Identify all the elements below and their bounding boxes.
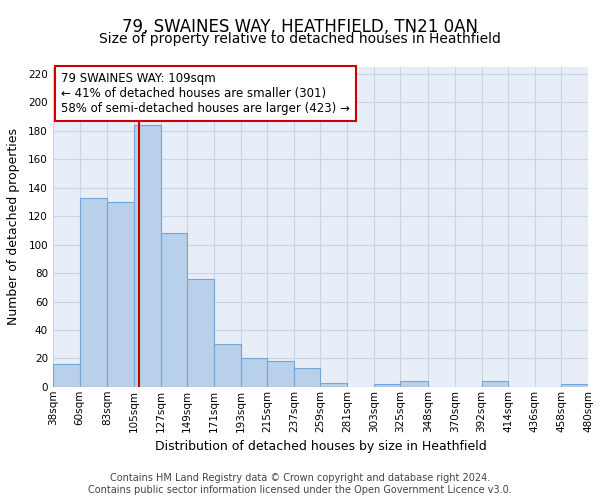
Bar xyxy=(400,381,428,387)
Bar xyxy=(294,368,320,387)
Bar xyxy=(80,198,107,387)
Bar xyxy=(241,358,267,387)
Text: Contains HM Land Registry data © Crown copyright and database right 2024.
Contai: Contains HM Land Registry data © Crown c… xyxy=(88,474,512,495)
Bar xyxy=(214,344,241,387)
X-axis label: Distribution of detached houses by size in Heathfield: Distribution of detached houses by size … xyxy=(155,440,487,453)
Y-axis label: Number of detached properties: Number of detached properties xyxy=(7,128,20,326)
Bar xyxy=(161,234,187,387)
Bar xyxy=(562,384,588,387)
Bar xyxy=(267,361,294,387)
Bar xyxy=(107,202,134,387)
Bar xyxy=(187,279,214,387)
Bar xyxy=(374,384,400,387)
Bar xyxy=(53,364,80,387)
Bar xyxy=(482,381,508,387)
Text: 79 SWAINES WAY: 109sqm
← 41% of detached houses are smaller (301)
58% of semi-de: 79 SWAINES WAY: 109sqm ← 41% of detached… xyxy=(61,72,350,114)
Text: 79, SWAINES WAY, HEATHFIELD, TN21 0AN: 79, SWAINES WAY, HEATHFIELD, TN21 0AN xyxy=(122,18,478,36)
Text: Size of property relative to detached houses in Heathfield: Size of property relative to detached ho… xyxy=(99,32,501,46)
Bar xyxy=(134,125,161,387)
Bar xyxy=(320,382,347,387)
